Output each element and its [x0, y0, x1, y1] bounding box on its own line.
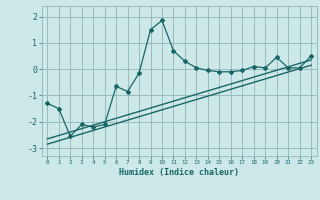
X-axis label: Humidex (Indice chaleur): Humidex (Indice chaleur) [119, 168, 239, 177]
